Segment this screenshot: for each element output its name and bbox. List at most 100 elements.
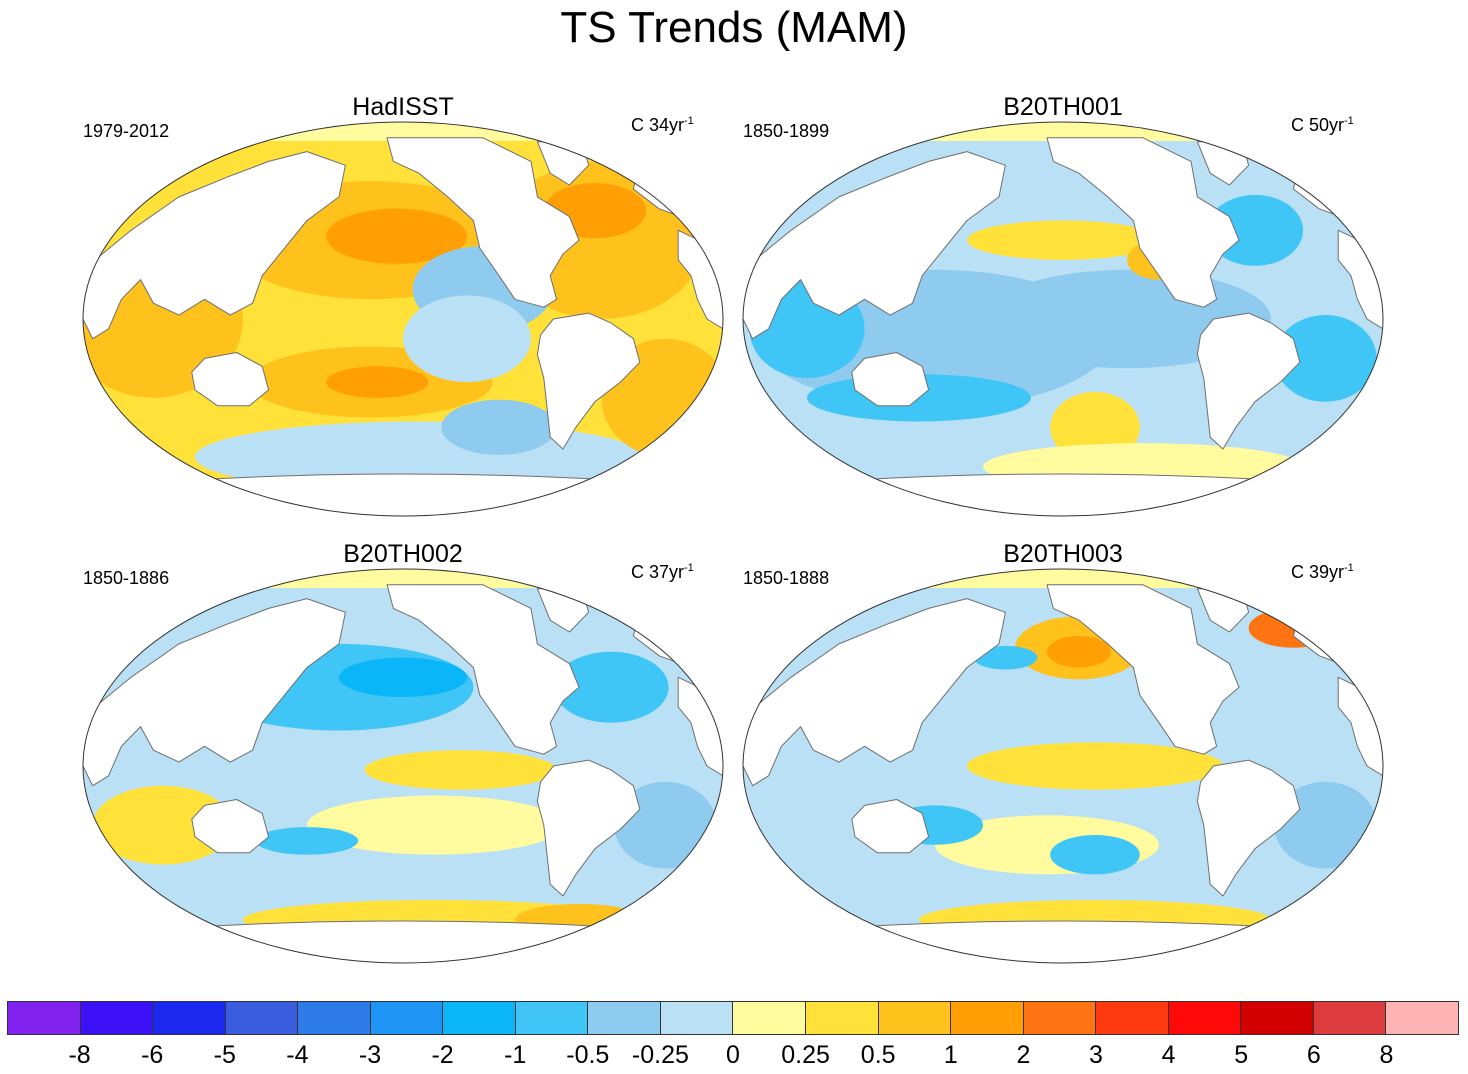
colorbar-swatch	[951, 1002, 1024, 1034]
landmass	[536, 759, 641, 897]
colorbar-label: 0	[726, 1041, 740, 1069]
units-exponent: -1	[684, 115, 694, 127]
trend-region	[553, 651, 669, 723]
antarctica	[743, 920, 1383, 963]
trend-region	[441, 399, 557, 455]
units-exponent: -1	[684, 562, 694, 574]
landmass	[743, 151, 1006, 340]
landmass	[1046, 584, 1240, 755]
colorbar-swatch	[1023, 1002, 1097, 1034]
colorbar-swatch	[1313, 1002, 1387, 1034]
landmass	[386, 584, 580, 755]
colorbar-swatch	[515, 1002, 589, 1034]
trend-region	[403, 295, 531, 383]
colorbar-swatch	[878, 1002, 952, 1034]
colorbar-swatch	[733, 1002, 807, 1034]
colorbar-label: -4	[286, 1041, 309, 1069]
landmass	[1196, 312, 1301, 450]
colorbar-label: 4	[1161, 1041, 1176, 1069]
colorbar-label: 6	[1306, 1041, 1321, 1069]
panel-period: 1850-1886	[83, 568, 170, 588]
colorbar-label: -6	[141, 1041, 164, 1069]
panel-title: B20TH001	[1003, 93, 1123, 121]
colorbar-swatch	[153, 1002, 226, 1034]
trend-region	[326, 366, 429, 398]
trend-region	[255, 827, 359, 855]
trend-map	[742, 568, 1384, 964]
map-frame	[82, 568, 724, 964]
colorbar-label: 0.5	[860, 1041, 896, 1069]
panel-units: C 37yr-1	[631, 562, 694, 583]
map-field	[83, 569, 723, 963]
colorbar-label: -1	[504, 1041, 527, 1069]
colorbar-label: -5	[213, 1041, 236, 1069]
landmass	[191, 352, 270, 407]
landmass	[191, 799, 270, 854]
units-text: C 34yr	[631, 115, 685, 135]
panel-period: 1850-1899	[743, 121, 830, 141]
colorbar-label: -2	[431, 1041, 454, 1069]
map-field	[743, 569, 1383, 963]
antarctica	[743, 473, 1383, 516]
landmass	[83, 151, 346, 340]
colorbar-swatch	[225, 1002, 299, 1034]
landmass	[851, 799, 930, 854]
colorbar-label: -3	[358, 1041, 382, 1069]
panel-units: C 39yr-1	[1291, 562, 1354, 583]
trend-region	[1047, 635, 1111, 668]
map-panel-b20th001: B20TH001 1850-1899 C 50yr-1	[733, 93, 1393, 548]
trend-region	[967, 220, 1159, 260]
trend-region	[326, 208, 467, 264]
colorbar-swatch	[443, 1002, 516, 1034]
colorbar-label: 3	[1089, 1041, 1103, 1069]
trend-map	[82, 568, 724, 964]
map-panel-b20th003: B20TH003 1850-1888 C 39yr-1	[733, 540, 1393, 995]
colorbar	[7, 1001, 1459, 1035]
colorbar-swatch	[8, 1002, 81, 1034]
colorbar-swatch	[1168, 1002, 1242, 1034]
landmass	[743, 598, 1006, 787]
antarctica	[83, 473, 723, 516]
colorbar-swatch	[660, 1002, 734, 1034]
trend-region	[1248, 608, 1339, 648]
map-field	[743, 122, 1383, 516]
panel-title: HadISST	[352, 93, 454, 121]
map-panel-b20th002: B20TH002 1850-1886 C 37yr-1	[73, 540, 733, 995]
panel-title: B20TH003	[1003, 540, 1123, 568]
trend-map	[742, 121, 1384, 517]
colorbar-swatch	[298, 1002, 371, 1034]
trend-region	[973, 645, 1038, 670]
map-field	[83, 122, 723, 516]
trend-region	[1274, 315, 1377, 402]
panel-units: C 50yr-1	[1291, 115, 1354, 136]
units-text: C 37yr	[631, 562, 685, 582]
landmass	[1046, 137, 1240, 308]
trend-region	[307, 795, 563, 855]
landmass	[1196, 759, 1301, 897]
map-frame	[82, 121, 724, 517]
map-frame	[742, 121, 1384, 517]
trend-region	[92, 785, 234, 865]
panel-title: B20TH002	[343, 540, 463, 568]
colorbar-swatch	[1386, 1002, 1458, 1034]
trend-map	[82, 121, 724, 517]
colorbar-swatch	[370, 1002, 444, 1034]
colorbar-swatch	[806, 1002, 879, 1034]
landmass	[83, 598, 346, 787]
map-frame	[742, 568, 1384, 964]
panel-period: 1979-2012	[83, 121, 170, 141]
colorbar-label: -0.25	[631, 1041, 689, 1069]
trend-region	[614, 781, 717, 869]
figure-title: TS Trends (MAM)	[560, 3, 908, 52]
trend-region	[967, 742, 1223, 790]
landmass	[386, 137, 580, 308]
trend-region	[1207, 194, 1303, 266]
landmass	[851, 352, 930, 407]
units-text: C 50yr	[1291, 115, 1345, 135]
units-text: C 39yr	[1291, 562, 1345, 582]
colorbar-label: 8	[1379, 1041, 1394, 1069]
panel-period: 1850-1888	[743, 568, 830, 588]
colorbar-swatch	[1096, 1002, 1169, 1034]
units-exponent: -1	[1344, 562, 1354, 574]
colorbar-label: 5	[1234, 1041, 1249, 1069]
